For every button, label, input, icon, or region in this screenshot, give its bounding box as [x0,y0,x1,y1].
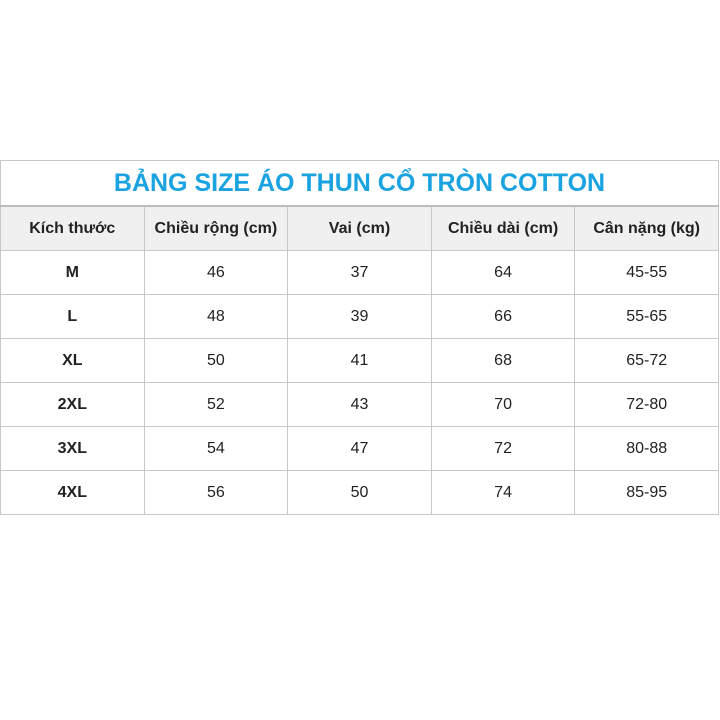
cell-width: 54 [143,426,289,471]
cell-width: 48 [143,294,289,339]
cell-weight: 80-88 [574,426,719,471]
table-row: 2XL 52 43 70 72-80 [0,382,719,427]
cell-width: 50 [143,338,289,383]
cell-weight: 65-72 [574,338,719,383]
table-row: XL 50 41 68 65-72 [0,338,719,383]
cell-length: 66 [430,294,576,339]
cell-length: 72 [430,426,576,471]
cell-weight: 55-65 [574,294,719,339]
table-row: 4XL 56 50 74 85-95 [0,470,719,515]
cell-length: 70 [430,382,576,427]
cell-size: M [0,250,145,295]
table-title: BẢNG SIZE ÁO THUN CỔ TRÒN COTTON [0,160,719,207]
cell-size: XL [0,338,145,383]
table-row: 3XL 54 47 72 80-88 [0,426,719,471]
cell-weight: 85-95 [574,470,719,515]
header-width: Chiều rộng (cm) [143,205,289,251]
table-row: L 48 39 66 55-65 [0,294,719,339]
cell-width: 46 [143,250,289,295]
cell-size: 3XL [0,426,145,471]
cell-shoulder: 37 [287,250,432,295]
cell-length: 64 [430,250,576,295]
cell-shoulder: 47 [287,426,432,471]
cell-shoulder: 41 [287,338,432,383]
cell-weight: 72-80 [574,382,719,427]
cell-width: 56 [143,470,289,515]
size-chart-table: BẢNG SIZE ÁO THUN CỔ TRÒN COTTON Kích th… [0,160,719,515]
table-row: M 46 37 64 45-55 [0,250,719,295]
header-weight: Cân nặng (kg) [574,205,719,251]
header-row: Kích thước Chiều rộng (cm) Vai (cm) Chiề… [0,205,719,251]
title-row: BẢNG SIZE ÁO THUN CỔ TRÒN COTTON [0,160,719,207]
header-length: Chiều dài (cm) [430,205,576,251]
cell-width: 52 [143,382,289,427]
cell-length: 68 [430,338,576,383]
cell-shoulder: 50 [287,470,432,515]
cell-size: L [0,294,145,339]
cell-size: 2XL [0,382,145,427]
header-size: Kích thước [0,205,145,251]
cell-weight: 45-55 [574,250,719,295]
header-shoulder: Vai (cm) [287,205,432,251]
cell-shoulder: 39 [287,294,432,339]
cell-shoulder: 43 [287,382,432,427]
cell-size: 4XL [0,470,145,515]
cell-length: 74 [430,470,576,515]
